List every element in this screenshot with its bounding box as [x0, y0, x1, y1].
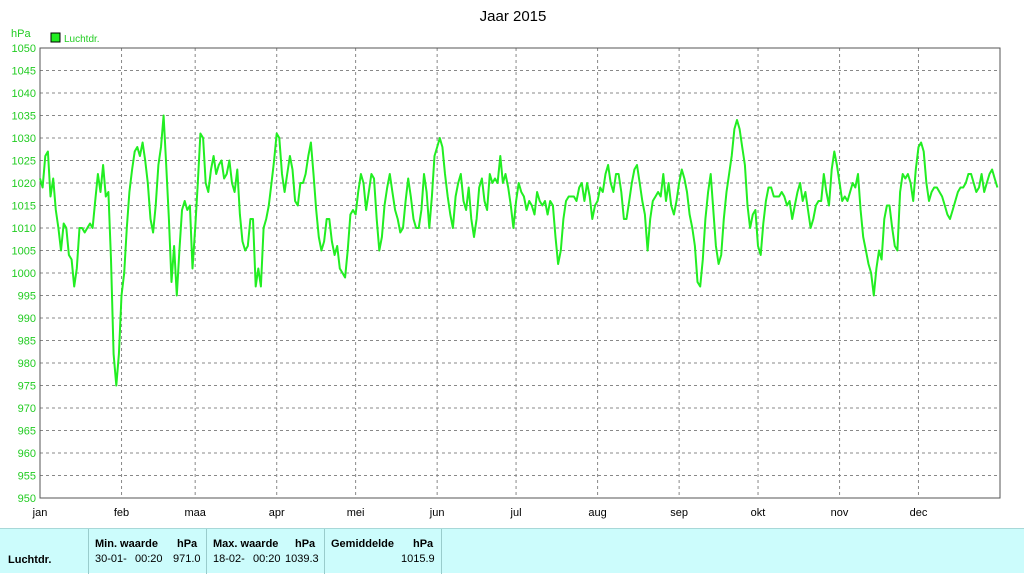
- y-tick-label: 985: [18, 336, 36, 348]
- stats-min-time: 00:20: [135, 553, 163, 565]
- x-tick-label-nov: nov: [831, 507, 849, 519]
- stats-avg-value: 1015.9: [401, 553, 435, 565]
- legend-swatch: [50, 32, 61, 43]
- stats-max-time: 00:20: [253, 553, 281, 565]
- x-tick-label-sep: sep: [670, 507, 688, 519]
- y-tick-label: 1005: [12, 246, 36, 258]
- x-tick-label-jul: jul: [510, 507, 522, 519]
- y-axis-unit: hPa: [11, 28, 31, 40]
- y-tick-label: 1035: [12, 111, 36, 123]
- y-tick-label: 1045: [12, 66, 36, 78]
- x-tick-label-dec: dec: [910, 507, 928, 519]
- y-tick-label: 1050: [12, 43, 36, 55]
- x-tick-label-mei: mei: [347, 507, 365, 519]
- stats-max-header: Max. waarde: [213, 538, 279, 550]
- x-tick-label-aug: aug: [588, 507, 606, 519]
- chart-title: Jaar 2015: [480, 8, 547, 25]
- grid: [40, 48, 1000, 498]
- stats-panel: Luchtdr. Min. waarde hPa 30-01- 00:20 97…: [0, 528, 1024, 574]
- pressure-chart: Jaar 2015 hPa Luchtdr. 950 955 960 965 970 97…: [11, 8, 1001, 519]
- y-tick-label: 970: [18, 403, 36, 415]
- y-tick-label: 990: [18, 313, 36, 325]
- x-tick-label-okt: okt: [751, 507, 766, 519]
- x-tick-labels: jan feb maa apr mei jun jul aug sep okt nov dec: [32, 507, 928, 519]
- stats-row-label: Luchtdr.: [8, 554, 52, 566]
- y-tick-label: 955: [18, 471, 36, 483]
- stats-min-date: 30-01-: [95, 553, 127, 565]
- x-tick-label-jun: jun: [429, 507, 445, 519]
- legend-label: Luchtdr.: [64, 34, 100, 45]
- y-tick-label: 1000: [12, 268, 36, 280]
- plot-frame: [39, 47, 1001, 499]
- y-tick-label: 1030: [12, 133, 36, 145]
- stats-max: Max. waarde hPa 18-02- 00:20 1039.3: [206, 529, 324, 574]
- stats-min-unit: hPa: [177, 538, 198, 550]
- y-tick-label: 1025: [12, 156, 36, 168]
- y-tick-label: 980: [18, 358, 36, 370]
- series-line-luchtdr: [39, 114, 999, 387]
- stats-max-unit: hPa: [295, 538, 316, 550]
- x-tick-label-jan: jan: [32, 507, 48, 519]
- x-tick-label-feb: feb: [114, 507, 129, 519]
- x-tick-label-maa: maa: [184, 507, 206, 519]
- y-tick-label: 960: [18, 448, 36, 460]
- stats-min-header: Min. waarde: [95, 538, 158, 550]
- stats-min-value: 971.0: [173, 553, 201, 565]
- y-tick-label: 950: [18, 493, 36, 505]
- stats-avg-unit: hPa: [413, 538, 434, 550]
- stats-avg-header: Gemiddelde: [331, 538, 394, 550]
- y-tick-label: 995: [18, 291, 36, 303]
- y-tick-label: 975: [18, 381, 36, 393]
- y-tick-label: 1015: [12, 201, 36, 213]
- stats-max-value: 1039.3: [285, 553, 319, 565]
- y-tick-label: 1040: [12, 88, 36, 100]
- y-tick-label: 1010: [12, 223, 36, 235]
- y-tick-labels: 950 955 960 965 970 975 980 985 990 995 1000 1005 10…: [12, 43, 36, 505]
- stats-min: Min. waarde hPa 30-01- 00:20 971.0: [88, 529, 206, 574]
- stats-avg: Gemiddelde hPa 1015.9: [324, 529, 442, 574]
- y-tick-label: 965: [18, 426, 36, 438]
- stats-max-date: 18-02-: [213, 553, 245, 565]
- x-tick-label-apr: apr: [269, 507, 285, 519]
- y-tick-label: 1020: [12, 178, 36, 190]
